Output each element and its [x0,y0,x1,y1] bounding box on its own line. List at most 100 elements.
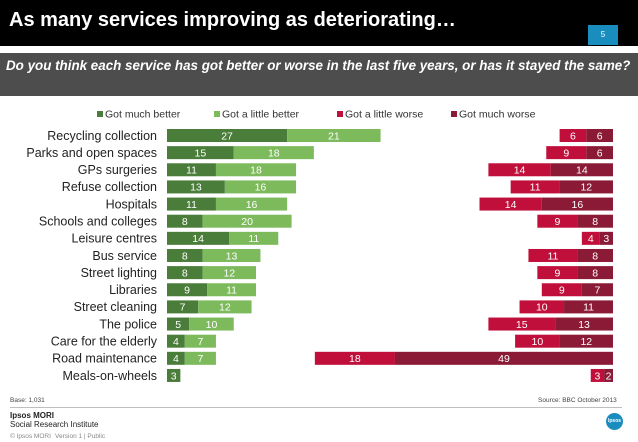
bar-got-a-little-better [184,334,216,348]
bar-got-much-worse [604,368,613,382]
bar-got-much-better [167,300,199,314]
bar-got-much-worse [586,146,613,160]
bar-got-much-better [167,317,190,331]
bar-got-much-worse [586,129,613,142]
data-label: 12 [580,182,592,194]
bar-got-a-little-better [215,163,297,177]
data-label: 12 [580,336,592,348]
bar-got-a-little-better [202,266,256,280]
bar-got-much-worse [394,351,613,365]
category-label: Road maintenance [52,352,157,366]
category-label: Care for the elderly [51,334,158,348]
bar-got-much-worse [577,248,613,262]
bar-got-a-little-better [233,146,314,160]
legend-swatch-got-much-better [97,111,103,117]
bar-got-much-worse [559,334,613,348]
data-label: 3 [603,233,609,245]
ipsos-badge-icon: Ipsos [606,413,623,430]
data-label: 18 [268,147,280,159]
bar-got-a-little-better [198,300,252,314]
category-label: Meals-on-wheels [63,369,157,383]
data-label: 4 [588,233,594,245]
data-label: 11 [186,199,197,211]
data-label: 8 [592,267,598,279]
data-label: 11 [583,302,594,314]
bar-got-a-little-worse [546,146,587,160]
data-label: 15 [195,147,207,159]
data-label: 18 [250,165,262,177]
category-label: Bus service [92,249,157,263]
bar-got-much-better [167,283,208,297]
bar-got-much-better [167,146,234,160]
bar-got-much-worse [599,231,613,245]
bar-got-much-better [167,231,230,245]
data-label: 16 [255,182,267,194]
category-label: Schools and colleges [39,215,157,229]
bar-got-much-worse [541,197,613,211]
data-label: 14 [192,233,204,245]
data-label: 8 [182,267,188,279]
bar-got-much-better [167,129,288,142]
data-label: 3 [594,370,600,382]
survey-question: Do you think each service has got better… [6,58,631,73]
legend-swatch-got-much-worse [451,111,457,117]
data-label: 9 [554,267,560,279]
data-label: 9 [559,285,565,297]
bar-got-a-little-worse [537,266,578,280]
bar-got-much-worse [577,214,613,228]
data-label: 8 [592,216,598,228]
bar-got-much-better [167,266,203,280]
bar-got-a-little-worse [590,368,605,382]
data-label: 11 [530,182,541,194]
bar-got-a-little-worse [528,248,578,262]
bar-got-a-little-worse [541,283,582,297]
title-bar: As many services improving as deteriorat… [0,0,638,46]
bar-got-much-better [167,197,216,211]
data-label: 7 [197,336,203,348]
bar-got-a-little-better [184,351,216,365]
question-box: Do you think each service has got better… [0,53,638,96]
bar-got-a-little-worse [519,300,565,314]
data-label: 3 [171,370,177,382]
data-label: 14 [514,165,526,177]
data-label: 6 [597,130,603,142]
data-label: 11 [248,233,259,245]
bar-got-much-better [167,351,185,365]
bar-got-much-worse [564,300,613,314]
diverging-bar-chart: Got much better Got a little better Got a … [26,109,613,383]
category-label: Hospitals [106,197,157,211]
data-label: 6 [570,130,576,142]
slide-title: As many services improving as deteriorat… [9,9,456,31]
legend-label-got-a-little-worse: Got a little worse [345,109,423,121]
data-label: 4 [173,336,179,348]
bar-got-a-little-worse [488,163,551,177]
bar-got-much-better [167,180,225,194]
category-label: The police [99,317,157,331]
bar-got-a-little-better [202,248,261,262]
bar-got-much-worse [581,283,613,297]
data-label: 13 [226,250,238,262]
data-label: 14 [576,165,588,177]
data-label: 10 [536,302,548,314]
category-label: GPs surgeries [78,163,157,177]
data-label: 12 [223,267,235,279]
data-label: 11 [547,250,558,262]
bar-got-much-worse [550,163,613,177]
data-label: 9 [184,285,190,297]
data-label: 13 [190,182,202,194]
data-label: 12 [219,302,231,314]
data-label: 16 [246,199,258,211]
data-label: 10 [532,336,544,348]
bar-got-much-worse [559,180,613,194]
category-label: Refuse collection [62,180,157,194]
data-label: 11 [226,285,237,297]
data-label: 27 [221,130,233,142]
data-label: 7 [595,285,601,297]
category-label: Street cleaning [74,300,157,314]
bar-got-much-better [167,163,216,177]
source-note: Source: BBC October 2013 [538,397,617,404]
data-label: 9 [563,147,569,159]
bar-got-much-better [167,248,203,262]
bar-got-a-little-worse [559,129,587,142]
bar-got-a-little-worse [537,214,578,228]
